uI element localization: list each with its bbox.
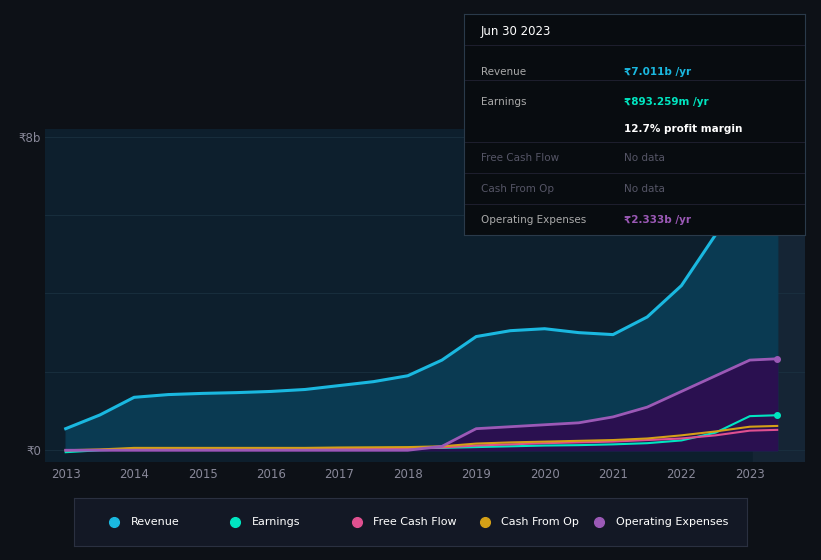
- Text: 12.7% profit margin: 12.7% profit margin: [624, 124, 742, 134]
- Text: ₹7.011b /yr: ₹7.011b /yr: [624, 67, 691, 77]
- Text: ₹893.259m /yr: ₹893.259m /yr: [624, 97, 709, 108]
- Text: Jun 30 2023: Jun 30 2023: [481, 25, 551, 38]
- Text: Cash From Op: Cash From Op: [502, 517, 580, 527]
- Text: Revenue: Revenue: [481, 67, 526, 77]
- Text: No data: No data: [624, 153, 665, 163]
- Text: Free Cash Flow: Free Cash Flow: [374, 517, 457, 527]
- Bar: [754, 129, 805, 462]
- Text: ₹2.333b /yr: ₹2.333b /yr: [624, 214, 691, 225]
- Text: Operating Expenses: Operating Expenses: [481, 214, 586, 225]
- Text: Free Cash Flow: Free Cash Flow: [481, 153, 559, 163]
- Text: Earnings: Earnings: [252, 517, 300, 527]
- Text: No data: No data: [624, 184, 665, 194]
- Text: Operating Expenses: Operating Expenses: [616, 517, 728, 527]
- Text: Cash From Op: Cash From Op: [481, 184, 554, 194]
- Text: Earnings: Earnings: [481, 97, 526, 108]
- Text: Revenue: Revenue: [131, 517, 180, 527]
